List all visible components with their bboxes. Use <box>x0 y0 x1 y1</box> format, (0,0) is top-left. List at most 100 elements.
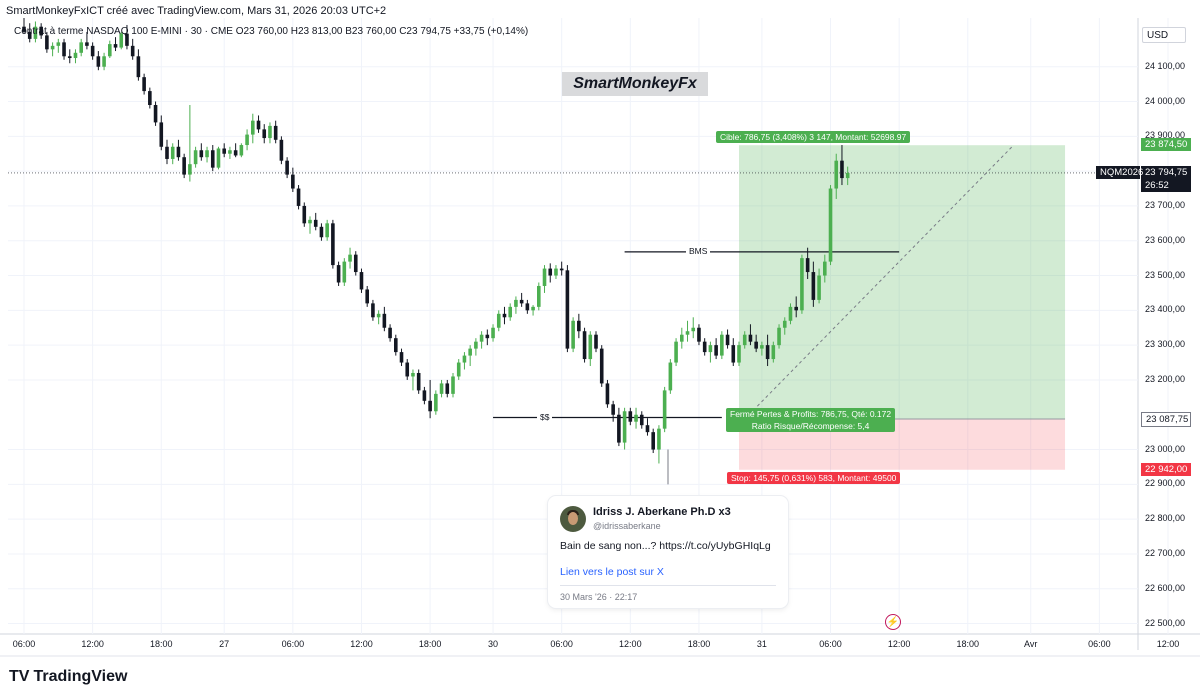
bar-countdown: 26:52 <box>1145 179 1169 191</box>
closed-label-2: Ratio Risque/Récompense: 5,4 <box>751 421 870 431</box>
candle-body <box>582 331 587 360</box>
candle-body <box>125 33 129 46</box>
candle-body <box>599 348 604 384</box>
target-price-tag: 23 874,50 <box>1141 138 1191 152</box>
candle-body <box>720 334 724 356</box>
time-tick-label: Avr <box>1024 639 1038 649</box>
candle-body <box>742 334 747 346</box>
price-tick-label: 23 600,00 <box>1145 234 1186 245</box>
avatar <box>560 506 586 532</box>
candle-body <box>399 352 404 363</box>
candle-body <box>782 320 787 328</box>
closed-label-1: Fermé Pertes & Profits: 786,75, Qté: 0.1… <box>730 409 892 419</box>
entry-price-tag: 23 087,75 <box>1141 412 1191 427</box>
candle-body <box>273 125 278 140</box>
candle-body <box>668 362 673 391</box>
candle-body <box>519 299 524 304</box>
candle-body <box>554 268 558 276</box>
candle-body <box>39 26 43 36</box>
candle-body <box>165 146 169 159</box>
time-tick-label: 27 <box>219 639 230 649</box>
candle-body <box>148 91 152 106</box>
lightning-icon[interactable]: ⚡ <box>885 614 901 630</box>
tweet-card[interactable]: Idriss J. Aberkane Ph.D x3 @idrissaberka… <box>548 496 788 608</box>
candle-body <box>531 306 535 311</box>
price-tick-label: 22 700,00 <box>1145 547 1186 558</box>
candle-body <box>348 254 352 262</box>
candle-body <box>67 56 72 59</box>
candle-body <box>319 226 324 238</box>
candle-body <box>754 341 758 349</box>
candle-body <box>725 334 730 346</box>
candlestick-series <box>22 18 850 464</box>
candle-body <box>79 42 83 53</box>
price-tick-label: 22 500,00 <box>1145 617 1186 628</box>
candle-body <box>365 289 369 304</box>
candle-body <box>325 223 329 238</box>
candle-body <box>685 331 690 335</box>
price-tick-label: 23 900,00 <box>1145 130 1186 141</box>
time-tick-label: 12:00 <box>81 639 104 649</box>
candle-body <box>571 320 575 349</box>
candle-body <box>342 261 347 283</box>
candle-body <box>474 341 478 349</box>
candle-body <box>199 150 204 158</box>
ticker-tag: NQM2026 <box>1096 165 1143 179</box>
time-tick-label: 18:00 <box>418 639 442 649</box>
candle-body <box>639 414 644 426</box>
candle-body <box>296 188 301 206</box>
candle-body <box>594 334 598 349</box>
trade-path-line <box>744 144 1014 420</box>
candle-body <box>90 45 95 57</box>
candle-body <box>828 188 833 262</box>
price-tick-label: 24 100,00 <box>1145 60 1186 71</box>
price-tick-label: 22 900,00 <box>1145 478 1186 489</box>
bms-label: BMS <box>686 245 711 256</box>
candle-body <box>577 320 581 332</box>
candle-body <box>588 334 593 360</box>
candle-body <box>256 120 261 130</box>
candle-body <box>142 77 146 92</box>
candle-body <box>708 345 713 353</box>
candle-body <box>651 432 655 450</box>
chart-attribution: SmartMonkeyFxICT créé avec TradingView.c… <box>6 5 387 17</box>
candle-body <box>96 56 101 67</box>
candle-body <box>731 345 736 363</box>
currency-selector[interactable]: USD <box>1142 27 1186 43</box>
candle-body <box>468 348 472 356</box>
candle-body <box>210 150 215 168</box>
candle-body <box>108 44 112 57</box>
candle-body <box>50 45 55 50</box>
tweet-link[interactable]: Lien vers le post sur X <box>560 566 664 578</box>
price-tick-label: 22 800,00 <box>1145 513 1186 524</box>
tradingview-mark-icon: TV <box>9 668 30 685</box>
price-tick-label: 24 000,00 <box>1145 95 1186 106</box>
candle-body <box>216 148 221 168</box>
candle-body <box>239 145 244 156</box>
candle-body <box>537 285 541 307</box>
candle-body <box>840 160 844 179</box>
candle-body <box>817 275 821 300</box>
candle-body <box>27 31 32 39</box>
candle-body <box>811 272 816 300</box>
candle-body <box>737 345 741 363</box>
candle-body <box>777 327 781 346</box>
candle-body <box>262 129 267 139</box>
candle-body <box>291 174 295 189</box>
time-tick-label: 06:00 <box>12 639 36 649</box>
price-tick-label: 23 300,00 <box>1145 339 1186 350</box>
watermark-label: SmartMonkeyFx <box>562 72 708 96</box>
symbol-info-line[interactable]: Contrat à terme NASDAQ 100 E-MINI · 30 ·… <box>14 26 529 37</box>
candle-body <box>491 327 495 339</box>
target-label: Cible: 786,75 (3,408%) 3 147, Montant: 5… <box>716 131 911 144</box>
candle-body <box>251 120 255 135</box>
price-tick-label: 23 000,00 <box>1145 443 1186 454</box>
candle-body <box>525 303 530 311</box>
candle-body <box>496 313 501 328</box>
candle-body <box>176 146 181 158</box>
candle-body <box>702 341 707 353</box>
time-tick-label: 30 <box>488 639 499 649</box>
candle-body <box>56 42 61 46</box>
time-tick-label: 06:00 <box>819 639 842 649</box>
